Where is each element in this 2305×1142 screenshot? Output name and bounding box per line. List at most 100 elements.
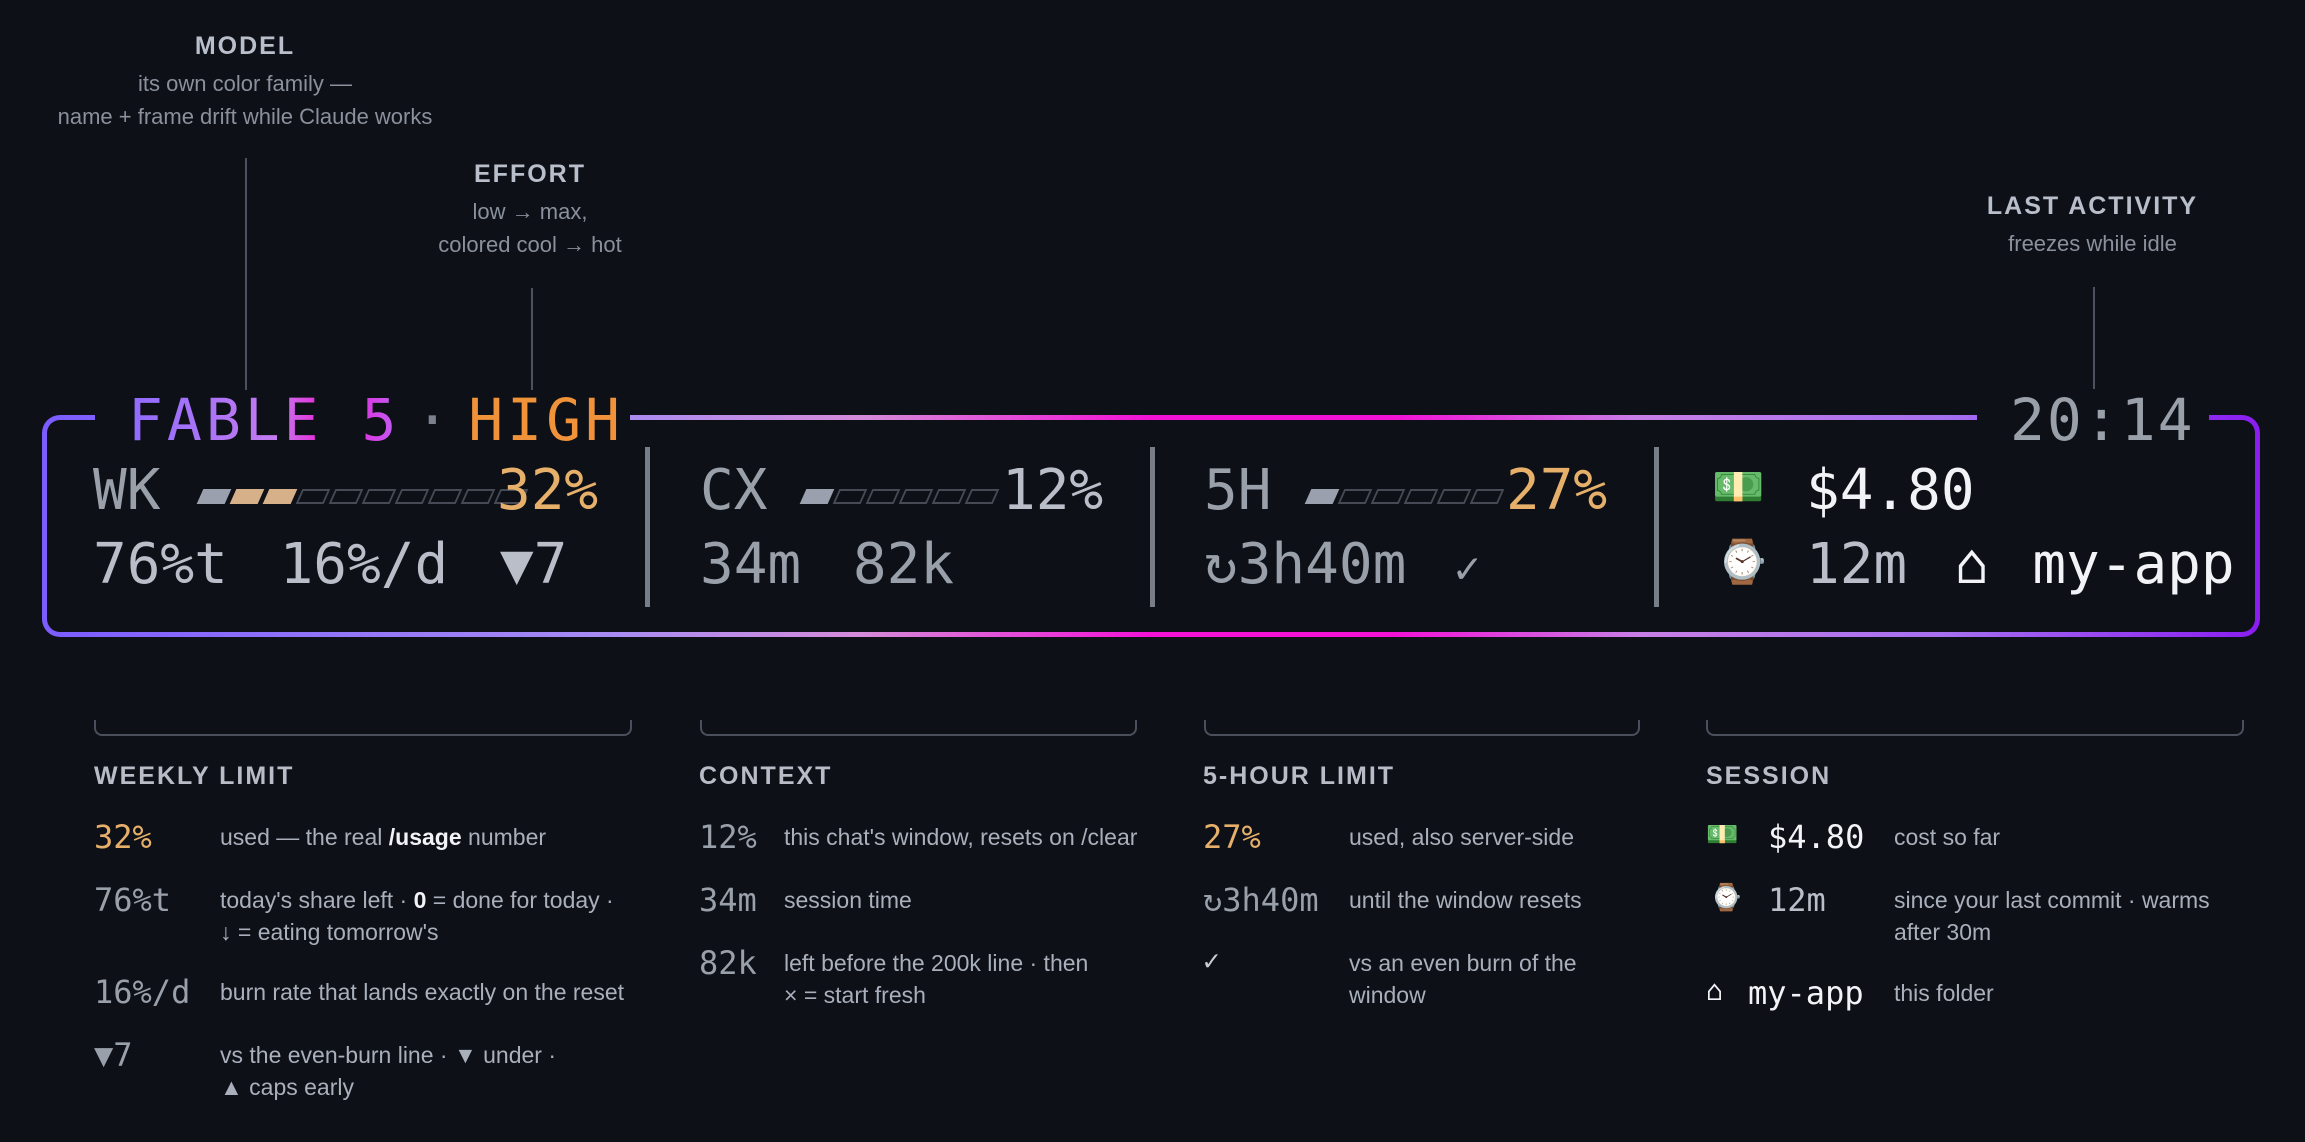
segment-separator [1654, 447, 1659, 607]
legend-desc: cost so far [1894, 824, 2001, 850]
legend-key: 32% [94, 818, 152, 856]
model-name: FABLE 5 [128, 386, 401, 454]
last-activity-time: 20:14 [2010, 386, 2195, 454]
progress-segment [1337, 489, 1373, 504]
weekly-details: 76%t 16%/d ▼7 [93, 532, 567, 597]
fivehour-bracket [1204, 720, 1640, 736]
session-bracket [1706, 720, 2244, 736]
frame-gap-right [1977, 400, 2209, 430]
folder-name: my-app [2032, 532, 2235, 597]
effort-callout-line [531, 288, 533, 390]
model-callout-line1: its own color family — [138, 71, 352, 96]
session-section-title: SESSION [1706, 762, 1832, 790]
legend-key: ↻3h40m [1203, 881, 1319, 919]
weekly-bracket [94, 720, 632, 736]
desc-text: = done for today · [426, 887, 614, 913]
desc-text: today's share left · [220, 887, 414, 913]
legend-desc: burn rate that lands exactly on the rese… [220, 979, 625, 1005]
context-percent: 12% [1002, 458, 1104, 523]
cost-icon: 💵 [1712, 463, 1765, 510]
progress-segment [1304, 489, 1340, 504]
weekly-percent: 32% [497, 458, 599, 523]
weekly-delta: ▼7 [499, 532, 568, 597]
legend-key: 12m [1768, 881, 1826, 919]
progress-segment [394, 489, 430, 504]
legend-desc: until the window resets [1349, 887, 1582, 913]
model-callout: MODEL its own color family — name + fram… [0, 32, 490, 133]
legend-key: 76%t [94, 881, 172, 919]
desc-text: ▲ caps early [220, 1074, 354, 1100]
fivehour-percent: 27% [1506, 458, 1608, 523]
legend-desc: today's share left · 0 = done for today … [220, 884, 660, 948]
progress-segment [427, 489, 463, 504]
desc-text: since your last commit · warms [1894, 887, 2210, 913]
context-details: 34m 82k [700, 532, 954, 597]
frame-gap-left [95, 400, 630, 430]
session-cost: $4.80 [1806, 458, 1975, 523]
watch-icon: ⌚ [1716, 538, 1769, 585]
session-details: 12m ⌂ my-app [1806, 532, 2235, 597]
legend-key: 27% [1203, 818, 1261, 856]
progress-segment [1469, 489, 1505, 504]
folder-icon: ⌂ [1954, 532, 1989, 597]
model-callout-line2: name + frame drift while Claude works [57, 104, 433, 129]
progress-segment [898, 489, 934, 504]
context-section-title: CONTEXT [699, 762, 833, 790]
last-activity-callout: LAST ACTIVITY freezes while idle [1900, 192, 2285, 260]
desc-text: window [1349, 982, 1426, 1008]
legend-desc: since your last commit · warms after 30m [1894, 884, 2254, 948]
progress-segment [799, 489, 835, 504]
context-label: CX [700, 458, 768, 523]
fivehour-details: ↻3h40m ✓ [1204, 532, 1481, 597]
legend-key: ✓ [1203, 944, 1220, 977]
legend-desc: used — the real /usage number [220, 821, 660, 853]
segment-separator [1150, 447, 1155, 607]
progress-segment [931, 489, 967, 504]
model-callout-title: MODEL [194, 32, 296, 60]
desc-text: used — the real [220, 824, 389, 850]
progress-segment [1436, 489, 1472, 504]
effort-callout-title: EFFORT [474, 160, 586, 188]
desc-text: left before the 200k line · then [784, 950, 1089, 976]
cost-icon: 💵 [1706, 820, 1739, 850]
context-bracket [700, 720, 1137, 736]
desc-text: vs the even-burn line · ▼ under · [220, 1042, 556, 1068]
legend-desc: this folder [1894, 980, 1994, 1006]
progress-segment [460, 489, 496, 504]
legend-key: $4.80 [1768, 818, 1865, 856]
segment-separator [645, 447, 650, 607]
effort-callout-line2: colored cool → hot [438, 232, 622, 257]
last-activity-callout-line1: freezes while idle [2008, 231, 2177, 256]
desc-bold: /usage [388, 824, 462, 850]
progress-segment [964, 489, 1000, 504]
desc-text: × = start fresh [784, 982, 926, 1008]
progress-segment [196, 489, 232, 504]
fivehour-section-title: 5-HOUR LIMIT [1203, 762, 1396, 790]
progress-segment [361, 489, 397, 504]
fivehour-progress-bar [1304, 489, 1505, 504]
weekly-left: 76%t [93, 532, 228, 597]
legend-key: 82k [699, 944, 757, 982]
folder-icon: ⌂ [1706, 974, 1723, 1007]
legend-key: 16%/d [94, 973, 191, 1011]
fivehour-label: 5H [1204, 458, 1272, 523]
weekly-progress-bar [196, 489, 529, 504]
legend-desc: left before the 200k line · then × = sta… [784, 947, 1204, 1011]
legend-desc: used, also server-side [1349, 824, 1574, 850]
context-session-time: 34m [700, 532, 802, 597]
desc-text: after 30m [1894, 919, 1992, 945]
since-commit: 12m [1806, 532, 1908, 597]
weekly-rate: 16%/d [279, 532, 449, 597]
progress-segment [328, 489, 364, 504]
progress-segment [295, 489, 331, 504]
effort-callout: EFFORT low → max, colored cool → hot [380, 160, 680, 261]
desc-text: ↓ = eating tomorrow's [220, 919, 439, 945]
progress-segment [1370, 489, 1406, 504]
fivehour-reset: ↻3h40m [1204, 532, 1407, 597]
desc-bold: 0 [413, 887, 427, 913]
progress-segment [1403, 489, 1439, 504]
legend-desc: vs an even burn of the window [1349, 947, 1649, 1011]
desc-text: vs an even burn of the [1349, 950, 1577, 976]
watch-icon: ⌚ [1710, 883, 1743, 913]
context-progress-bar [799, 489, 1000, 504]
